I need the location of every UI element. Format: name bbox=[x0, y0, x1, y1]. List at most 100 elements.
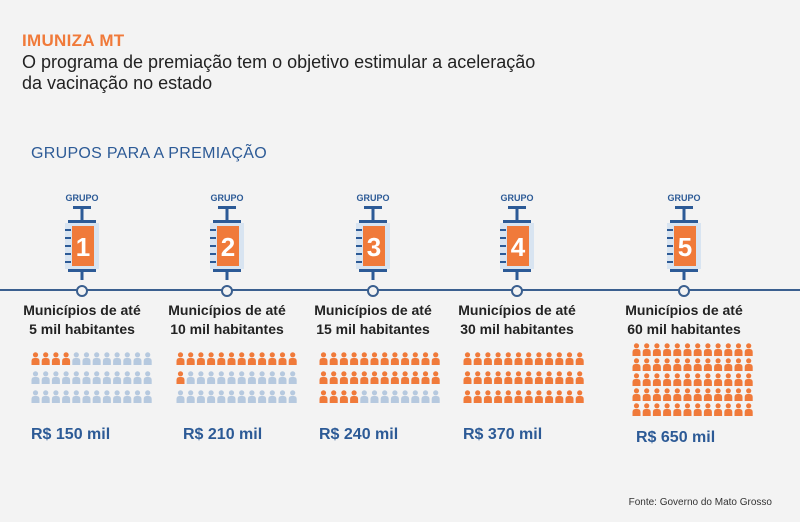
population-icons bbox=[632, 343, 753, 416]
person-icon bbox=[683, 373, 692, 386]
person-icon bbox=[431, 390, 440, 403]
timeline-node bbox=[367, 285, 379, 297]
people-grid bbox=[632, 343, 755, 423]
person-icon bbox=[703, 373, 712, 386]
person-icon bbox=[102, 371, 111, 384]
person-icon bbox=[744, 403, 753, 416]
population-icons bbox=[463, 352, 584, 403]
person-icon bbox=[41, 371, 50, 384]
person-icon bbox=[350, 352, 359, 365]
timeline-line bbox=[0, 289, 800, 291]
person-icon bbox=[693, 388, 702, 401]
person-icon bbox=[421, 352, 430, 365]
syringe: 2 bbox=[207, 206, 247, 285]
person-icon bbox=[555, 371, 564, 384]
person-icon bbox=[370, 390, 379, 403]
person-icon bbox=[524, 390, 533, 403]
person-icon bbox=[102, 352, 111, 365]
timeline-node bbox=[511, 285, 523, 297]
person-icon bbox=[102, 390, 111, 403]
description-line-2: 5 mil habitantes bbox=[29, 321, 135, 337]
syringe-icon: 5 bbox=[667, 206, 701, 280]
person-icon bbox=[82, 352, 91, 365]
person-icon bbox=[143, 390, 152, 403]
person-icon bbox=[524, 352, 533, 365]
person-icon bbox=[483, 352, 492, 365]
person-icon bbox=[652, 343, 661, 356]
person-icon bbox=[350, 371, 359, 384]
person-icon bbox=[652, 388, 661, 401]
person-icon bbox=[339, 390, 348, 403]
person-icon bbox=[545, 390, 554, 403]
person-icon bbox=[288, 352, 297, 365]
person-icon bbox=[734, 403, 743, 416]
person-icon bbox=[421, 371, 430, 384]
group-number: 3 bbox=[367, 232, 381, 262]
person-icon bbox=[504, 352, 513, 365]
person-icon bbox=[514, 390, 523, 403]
person-icon bbox=[113, 371, 122, 384]
person-icon bbox=[380, 390, 389, 403]
person-icon bbox=[380, 352, 389, 365]
person-icon bbox=[663, 358, 672, 371]
person-icon bbox=[473, 371, 482, 384]
people-grid bbox=[176, 352, 299, 414]
people-grid bbox=[319, 352, 442, 414]
person-icon bbox=[319, 390, 328, 403]
person-icon bbox=[463, 371, 472, 384]
person-icon bbox=[258, 390, 267, 403]
person-icon bbox=[72, 390, 81, 403]
person-icon bbox=[652, 358, 661, 371]
person-icon bbox=[360, 352, 369, 365]
person-icon bbox=[390, 352, 399, 365]
person-icon bbox=[504, 390, 513, 403]
person-icon bbox=[714, 403, 723, 416]
person-icon bbox=[288, 371, 297, 384]
person-icon bbox=[703, 358, 712, 371]
person-icon bbox=[724, 373, 733, 386]
person-icon bbox=[473, 352, 482, 365]
syringe: 5 bbox=[664, 206, 704, 285]
person-icon bbox=[133, 371, 142, 384]
person-icon bbox=[632, 388, 641, 401]
person-icon bbox=[724, 358, 733, 371]
person-icon bbox=[258, 352, 267, 365]
person-icon bbox=[652, 403, 661, 416]
people-grid bbox=[31, 352, 154, 414]
person-icon bbox=[268, 371, 277, 384]
person-icon bbox=[207, 371, 216, 384]
section-title: GRUPOS PARA A PREMIAÇÃO bbox=[31, 145, 268, 162]
person-icon bbox=[217, 352, 226, 365]
person-icon bbox=[72, 371, 81, 384]
person-icon bbox=[176, 390, 185, 403]
person-icon bbox=[360, 371, 369, 384]
person-icon bbox=[744, 388, 753, 401]
person-icon bbox=[227, 390, 236, 403]
person-icon bbox=[329, 390, 338, 403]
person-icon bbox=[734, 358, 743, 371]
person-icon bbox=[186, 390, 195, 403]
person-icon bbox=[390, 390, 399, 403]
person-icon bbox=[683, 388, 692, 401]
person-icon bbox=[673, 358, 682, 371]
person-icon bbox=[82, 371, 91, 384]
person-icon bbox=[288, 390, 297, 403]
kicker-title: IMUNIZA MT bbox=[22, 31, 125, 50]
population-icons bbox=[176, 352, 297, 403]
group-number: 1 bbox=[76, 232, 90, 262]
person-icon bbox=[703, 388, 712, 401]
person-icon bbox=[642, 388, 651, 401]
timeline-node bbox=[678, 285, 690, 297]
person-icon bbox=[92, 352, 101, 365]
group-description: Municípios de até 30 mil habitantes bbox=[442, 301, 592, 339]
person-icon bbox=[278, 352, 287, 365]
person-icon bbox=[186, 352, 195, 365]
person-icon bbox=[494, 352, 503, 365]
person-icon bbox=[247, 390, 256, 403]
person-icon bbox=[724, 403, 733, 416]
person-icon bbox=[247, 352, 256, 365]
person-icon bbox=[734, 373, 743, 386]
person-icon bbox=[62, 371, 71, 384]
syringe-icon: 1 bbox=[65, 206, 99, 280]
person-icon bbox=[575, 371, 584, 384]
